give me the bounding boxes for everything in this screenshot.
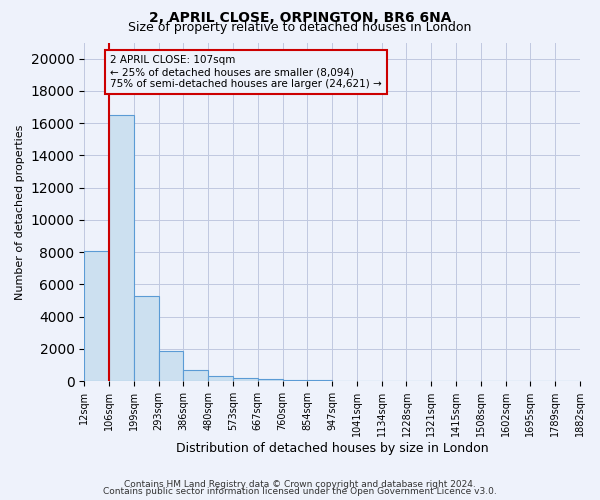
Bar — [233, 378, 258, 381]
Text: 2, APRIL CLOSE, ORPINGTON, BR6 6NA: 2, APRIL CLOSE, ORPINGTON, BR6 6NA — [149, 11, 451, 25]
Bar — [84, 250, 109, 381]
Bar — [208, 376, 233, 381]
X-axis label: Distribution of detached houses by size in London: Distribution of detached houses by size … — [176, 442, 488, 455]
Y-axis label: Number of detached properties: Number of detached properties — [15, 124, 25, 300]
Text: Size of property relative to detached houses in London: Size of property relative to detached ho… — [128, 21, 472, 34]
Bar — [258, 380, 283, 381]
Bar — [184, 370, 208, 381]
Bar — [307, 380, 332, 381]
Bar — [134, 296, 158, 381]
Text: 2 APRIL CLOSE: 107sqm
← 25% of detached houses are smaller (8,094)
75% of semi-d: 2 APRIL CLOSE: 107sqm ← 25% of detached … — [110, 56, 382, 88]
Bar — [283, 380, 307, 381]
Text: Contains public sector information licensed under the Open Government Licence v3: Contains public sector information licen… — [103, 487, 497, 496]
Text: Contains HM Land Registry data © Crown copyright and database right 2024.: Contains HM Land Registry data © Crown c… — [124, 480, 476, 489]
Bar — [158, 352, 184, 381]
Bar — [109, 115, 134, 381]
